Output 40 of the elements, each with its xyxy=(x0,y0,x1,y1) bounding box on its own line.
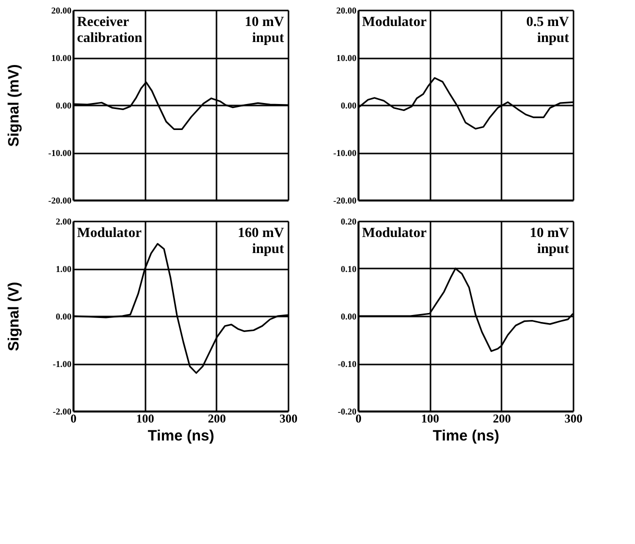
y-tick-label: 0.00 xyxy=(340,100,357,110)
x-tick-label: 0 xyxy=(70,412,76,426)
y-tick-label: -20.00 xyxy=(48,196,72,206)
y-tick-label: 0.00 xyxy=(56,312,72,322)
y-tick-label: 10.00 xyxy=(336,53,357,63)
y-tick-label: 2.00 xyxy=(56,216,72,226)
x-tick-label: 0 xyxy=(356,412,362,426)
y-tick-label: -20.00 xyxy=(333,196,357,206)
x-tick-label: 200 xyxy=(208,412,226,426)
y-tick-label: -1.00 xyxy=(52,359,72,369)
y-tick-label: -2.00 xyxy=(52,406,72,416)
annotation: Modulator xyxy=(77,226,142,241)
annotation: 10 mV input xyxy=(530,226,570,257)
annotation: 10 mV input xyxy=(244,15,284,46)
annotation: 160 mV input xyxy=(238,226,284,257)
annotation: Modulator xyxy=(362,226,427,241)
annotation: 0.5 mV input xyxy=(526,15,570,46)
x-tick-label: 300 xyxy=(564,412,582,426)
y-axis-title: Signal (mV) xyxy=(6,64,22,147)
y-tick-label: -0.20 xyxy=(338,406,357,416)
y-tick-label: 20.00 xyxy=(51,6,72,16)
annotation: Modulator xyxy=(362,15,427,30)
x-tick-label: 100 xyxy=(421,412,440,426)
y-tick-label: 0.00 xyxy=(340,312,357,322)
y-tick-label: -10.00 xyxy=(333,148,357,158)
y-tick-label: 0.20 xyxy=(340,216,357,226)
x-tick-label: 300 xyxy=(280,412,298,426)
y-tick-label: 0.00 xyxy=(56,100,72,110)
x-axis-title: Time (ns) xyxy=(148,428,214,444)
y-tick-label: 0.10 xyxy=(340,264,357,274)
y-tick-label: 1.00 xyxy=(56,264,72,274)
y-tick-label: 10.00 xyxy=(51,53,72,63)
annotation: Receiver calibration xyxy=(77,15,143,46)
x-tick-label: 200 xyxy=(492,412,511,426)
x-axis-title: Time (ns) xyxy=(432,428,500,444)
y-tick-label: 20.00 xyxy=(336,6,357,16)
x-tick-label: 100 xyxy=(136,412,154,426)
y-tick-label: -0.10 xyxy=(338,359,357,369)
y-axis-title: Signal (V) xyxy=(6,282,22,352)
y-tick-label: -10.00 xyxy=(48,148,72,158)
